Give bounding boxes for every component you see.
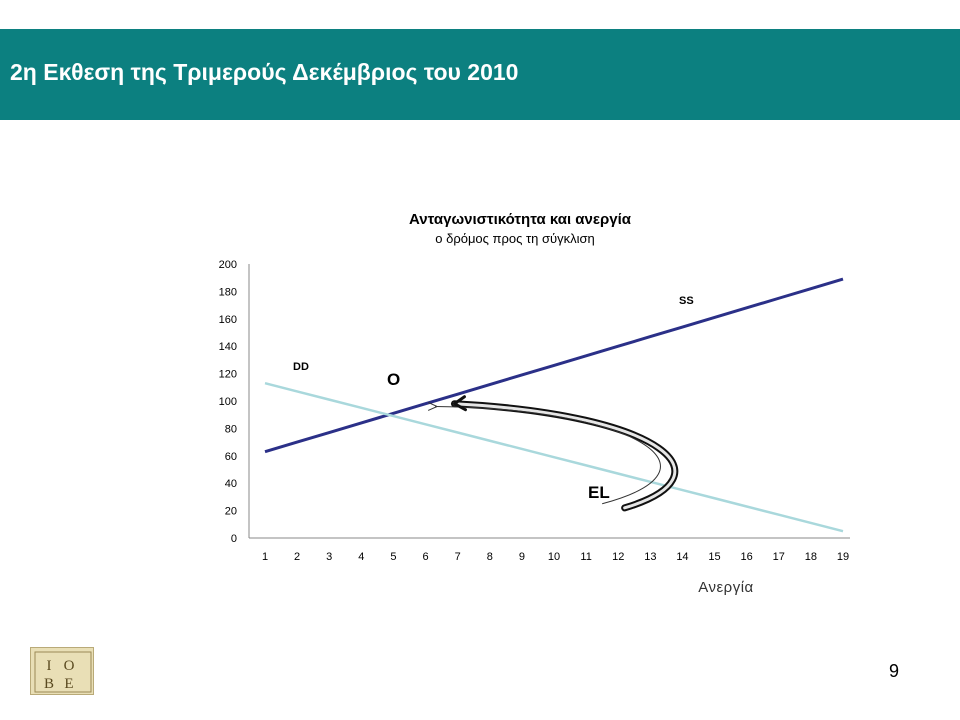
x-tick-label: 19 [837,551,849,563]
y-tick-label: 0 [231,533,237,545]
arrow-head [452,395,467,412]
x-tick-label: 5 [390,551,396,563]
series-line-dd [264,381,844,533]
series-lines [264,277,844,533]
x-tick-label: 3 [326,551,332,563]
x-tick-label: 16 [741,551,753,563]
annotation-o: O [387,370,400,389]
series-label-dd: DD [293,361,309,373]
y-tick-label: 180 [219,286,237,298]
slide-title: 2η Εκθεση της Τριμερούς Δεκέμβριος του 2… [10,59,519,85]
series-line-ss [264,277,844,454]
y-tick-label: 140 [219,341,237,353]
x-tick-label: 14 [676,551,688,563]
y-tick-label: 80 [225,423,237,435]
x-tick-label: 11 [580,551,591,563]
arrow-thin-line [435,406,661,505]
x-tick-label: 13 [644,551,656,563]
svg-text:I: I [47,658,52,674]
svg-text:E: E [64,676,73,692]
x-tick-label: 6 [422,551,428,563]
x-tick-label: 10 [548,551,560,563]
x-tick-label: 18 [805,551,817,563]
y-tick-label: 60 [225,451,237,463]
chart-title: Ανταγωνιστικότητα και ανεργία [409,211,632,228]
arrow-inner-fill [452,402,677,510]
y-tick-label: 120 [219,369,237,381]
x-tick-label: 2 [294,551,300,563]
x-tick-label: 17 [773,551,785,563]
iobe-logo: I O B E [30,647,94,695]
x-tick-label: 15 [708,551,720,563]
svg-text:O: O [64,658,75,674]
x-tick-label: 8 [487,551,493,563]
x-axis-label: Ανεργία [698,579,753,596]
x-tick-labels: 1 2 3 4 5 6 7 8 9 10 11 12 13 14 15 16 17 18 19 [262,551,849,563]
x-tick-label: 12 [612,551,624,563]
y-tick-labels: 0 20 40 60 80 100 120 140 160 180 200 [219,259,237,545]
x-tick-label: 1 [262,551,268,563]
header-bar [0,29,960,120]
x-tick-label: 7 [455,551,461,563]
series-label-ss: SS [679,295,694,307]
y-tick-label: 100 [219,396,237,408]
arrow-outer-stroke [450,400,679,512]
annotation-el: EL [588,483,610,502]
convergence-arrow [435,395,679,512]
x-tick-label: 4 [358,551,364,563]
y-tick-label: 40 [225,478,237,490]
page-number: 9 [889,661,900,681]
y-tick-label: 200 [219,259,237,271]
x-tick-label: 9 [519,551,525,563]
y-tick-label: 20 [225,506,237,518]
y-tick-label: 160 [219,314,237,326]
chart-subtitle: ο δρόμος προς τη σύγκλιση [435,231,595,246]
svg-text:B: B [44,676,54,692]
